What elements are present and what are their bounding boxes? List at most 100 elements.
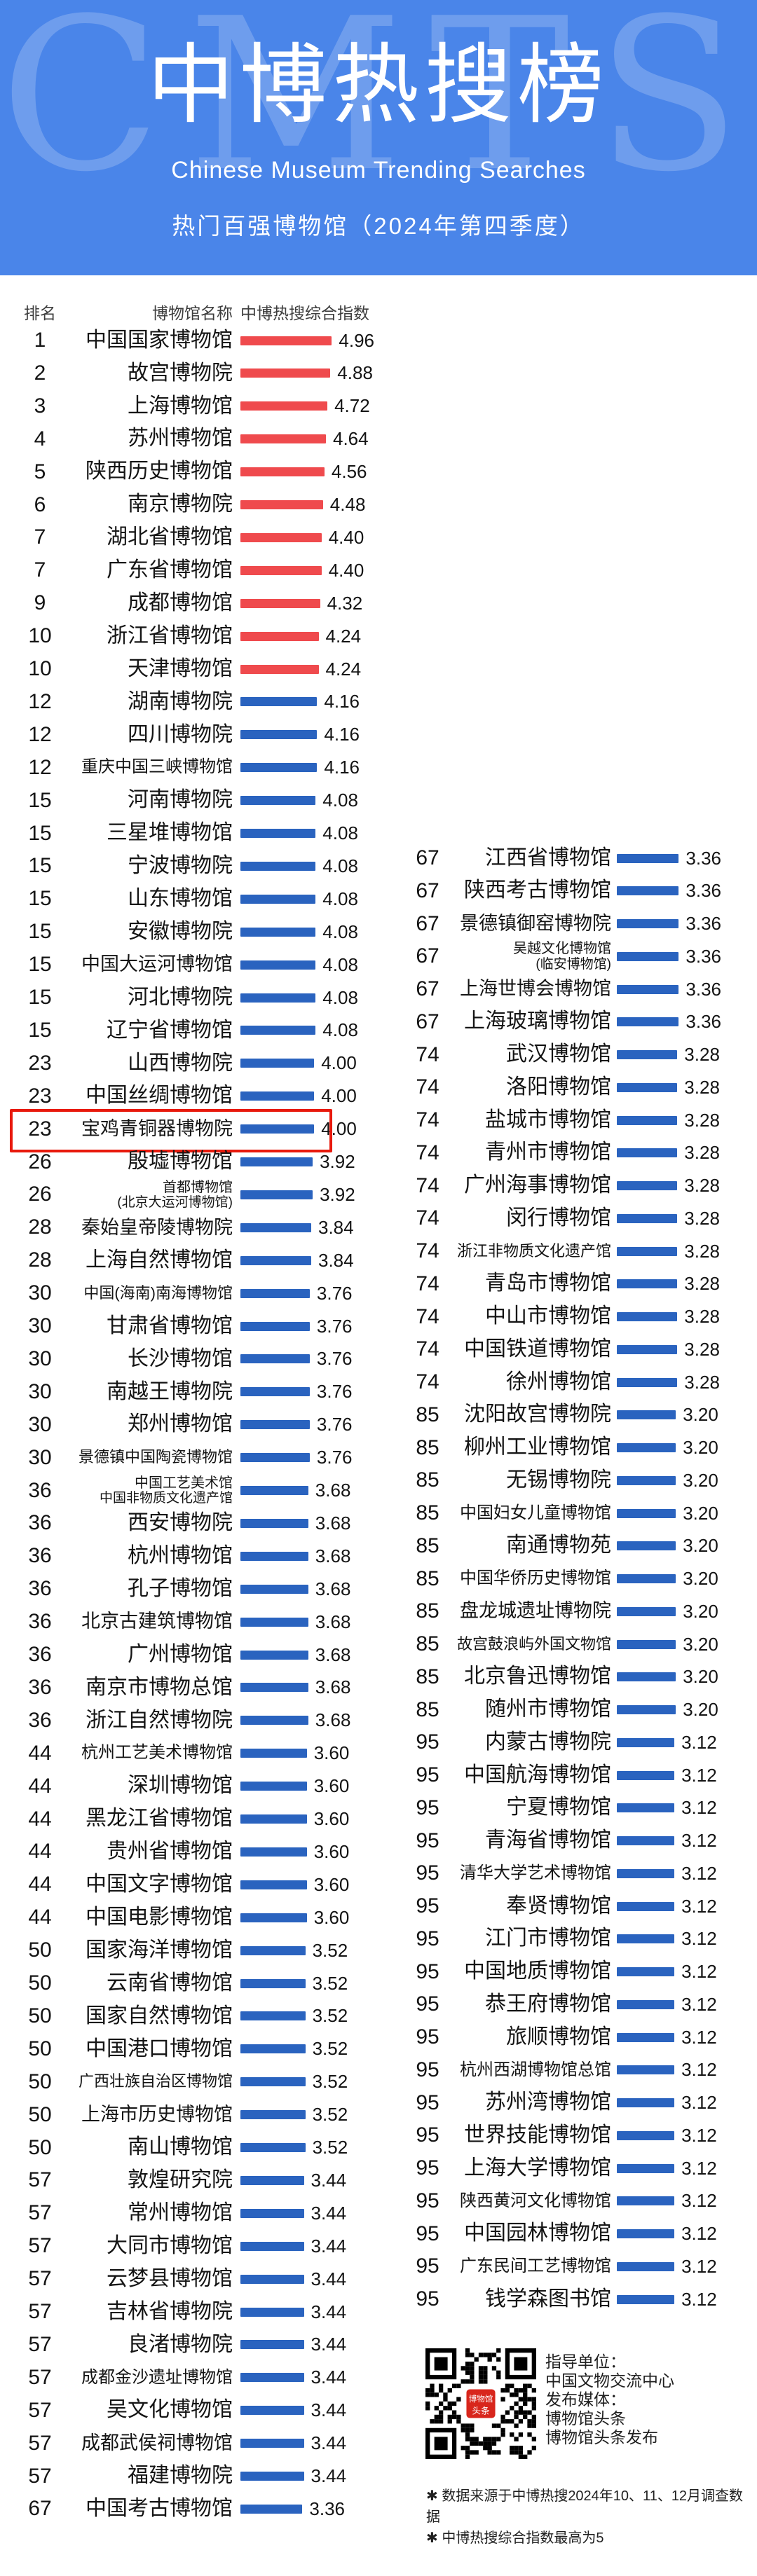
index-bar <box>240 1650 308 1660</box>
index-value: 3.44 <box>311 2334 347 2355</box>
rank-cell: 44 <box>28 1807 52 1831</box>
museum-name: 四川博物院 <box>68 724 233 746</box>
museum-name-line1: 景德镇中国陶瓷博物馆 <box>78 1448 233 1466</box>
table-row: 36 北京古建筑博物馆 3.68 <box>0 1606 378 1639</box>
table-row: 36 中国工艺美术馆 中国非物质文化遗产馆 3.68 <box>0 1474 378 1507</box>
rank-cell: 30 <box>28 1346 52 1370</box>
index-bar <box>617 1967 675 1976</box>
index-bar <box>240 1880 307 1889</box>
index-value: 4.08 <box>322 855 358 876</box>
museum-name-line1: 上海世博会博物馆 <box>460 978 611 1000</box>
table-row: 57 敦煌研究院 3.44 <box>0 2164 378 2197</box>
museum-name: 中山市博物馆 <box>456 1306 611 1328</box>
museum-name: 中国华侨历史博物馆 <box>456 1569 611 1587</box>
rank-cell: 50 <box>28 1971 52 1995</box>
index-bar <box>617 1377 678 1387</box>
index-bar <box>240 1617 308 1627</box>
museum-name-line1: 成都金沙遗址博物馆 <box>81 2367 233 2387</box>
index-value: 3.20 <box>683 1568 718 1589</box>
rank-cell: 26 <box>28 1183 52 1206</box>
table-row: 95 江门市博物馆 3.12 <box>378 1922 757 1955</box>
table-row: 67 上海玻璃博物馆 3.36 <box>378 1005 757 1038</box>
table-row: 74 广州海事博物馆 3.28 <box>378 1169 757 1202</box>
index-value: 3.36 <box>686 847 721 869</box>
museum-name-line1: 苏州博物馆 <box>128 427 233 450</box>
museum-name: 广州海事博物馆 <box>456 1175 611 1197</box>
index-value: 3.52 <box>312 1972 348 1994</box>
museum-name: 闵行博物馆 <box>456 1207 611 1230</box>
rank-cell: 95 <box>416 1927 439 1950</box>
museum-name-line1: 沈阳故宫博物院 <box>464 1403 611 1426</box>
index-value: 3.36 <box>686 978 721 1000</box>
museum-name: 殷墟博物馆 <box>68 1151 233 1173</box>
museum-name: 中国园林博物馆 <box>456 2223 611 2245</box>
index-bar <box>240 2110 306 2120</box>
rank-cell: 30 <box>28 1314 52 1337</box>
table-row: 26 首都博物馆 (北京大运河博物馆) 3.92 <box>0 1178 378 1211</box>
museum-name: 成都武侯祠博物馆 <box>68 2433 233 2453</box>
table-row: 10 天津博物馆 4.24 <box>0 653 378 686</box>
museum-name-line1: 广州海事博物馆 <box>464 1173 611 1197</box>
index-bar <box>617 1934 675 1944</box>
index-value: 3.28 <box>684 1175 720 1196</box>
museum-name-line1: 安徽博物院 <box>128 919 233 943</box>
rank-cell: 95 <box>416 1861 439 1885</box>
museum-name-line1: 杭州西湖博物馆总馆 <box>460 2060 611 2079</box>
index-value: 3.60 <box>313 1742 350 1764</box>
rank-cell: 50 <box>28 1938 52 1962</box>
index-bar <box>240 1026 316 1035</box>
index-bar <box>240 2011 306 2021</box>
museum-name: 南通博物苑 <box>456 1535 611 1557</box>
museum-name: 浙江非物质文化遗产馆 <box>456 1243 611 1259</box>
museum-name: 沈阳故宫博物院 <box>456 1404 611 1426</box>
rank-cell: 36 <box>28 1544 52 1568</box>
index-bar <box>240 2175 304 2185</box>
index-value: 3.60 <box>313 1906 350 1928</box>
museum-name-line1: 湖北省博物馆 <box>107 525 233 549</box>
rank-cell: 23 <box>28 1051 52 1075</box>
index-bar <box>617 1017 679 1027</box>
museum-name-line1: 旅顺博物馆 <box>506 2025 611 2048</box>
index-value: 3.84 <box>318 1216 354 1238</box>
index-value: 4.72 <box>334 395 370 417</box>
rank-cell: 50 <box>28 2135 52 2159</box>
rank-cell: 95 <box>416 1894 439 1917</box>
museum-name-line1: 山西博物院 <box>128 1051 233 1075</box>
museum-name: 湖南博物院 <box>68 691 233 713</box>
index-bar <box>617 951 679 961</box>
qr-logo-text: 博物馆 <box>469 2394 493 2404</box>
museum-name-line1: 钱学森图书馆 <box>485 2287 611 2310</box>
table-row: 12 湖南博物院 4.16 <box>0 685 378 718</box>
museum-name: 内蒙古博物院 <box>456 1731 611 1754</box>
table-row: 95 广东民间工艺博物馆 3.12 <box>378 2250 757 2283</box>
rank-cell: 12 <box>28 755 52 779</box>
museum-name-line1: 中国园林博物馆 <box>464 2222 611 2245</box>
museum-name-line1: 随州市博物馆 <box>485 1697 611 1721</box>
table-row: 57 云梦县博物馆 3.44 <box>0 2263 378 2296</box>
museum-name: 中国文字博物馆 <box>68 1873 233 1896</box>
index-value: 4.64 <box>333 428 369 450</box>
index-value: 3.28 <box>684 1207 720 1229</box>
index-value: 3.68 <box>315 1512 351 1534</box>
table-row: 85 随州市博物馆 3.20 <box>378 1693 757 1726</box>
rank-cell: 28 <box>28 1215 52 1239</box>
museum-name-line1: 良渚博物院 <box>128 2332 233 2356</box>
table-row: 44 杭州工艺美术博物馆 3.60 <box>0 1737 378 1770</box>
index-value: 4.40 <box>328 526 364 548</box>
table-row: 44 中国文字博物馆 3.60 <box>0 1868 378 1901</box>
museum-name-line1: 盐城市博物馆 <box>485 1108 611 1131</box>
rank-cell: 10 <box>28 657 52 680</box>
table-row: 28 秦始皇帝陵博物院 3.84 <box>0 1211 378 1244</box>
index-value: 3.60 <box>313 1808 350 1829</box>
table-row: 67 景德镇御窑博物院 3.36 <box>378 907 757 940</box>
museum-name-line1: 孔子博物馆 <box>128 1576 233 1600</box>
rank-cell: 95 <box>416 2091 439 2114</box>
index-value: 3.12 <box>681 2255 717 2277</box>
index-value: 3.76 <box>316 1348 353 1370</box>
index-value: 3.76 <box>316 1414 353 1435</box>
rank-cell: 1 <box>34 329 46 352</box>
index-value: 3.52 <box>312 2005 348 2027</box>
rank-cell: 15 <box>28 1018 52 1042</box>
index-bar <box>617 984 679 994</box>
table-row: 67 上海世博会博物馆 3.36 <box>378 973 757 1006</box>
